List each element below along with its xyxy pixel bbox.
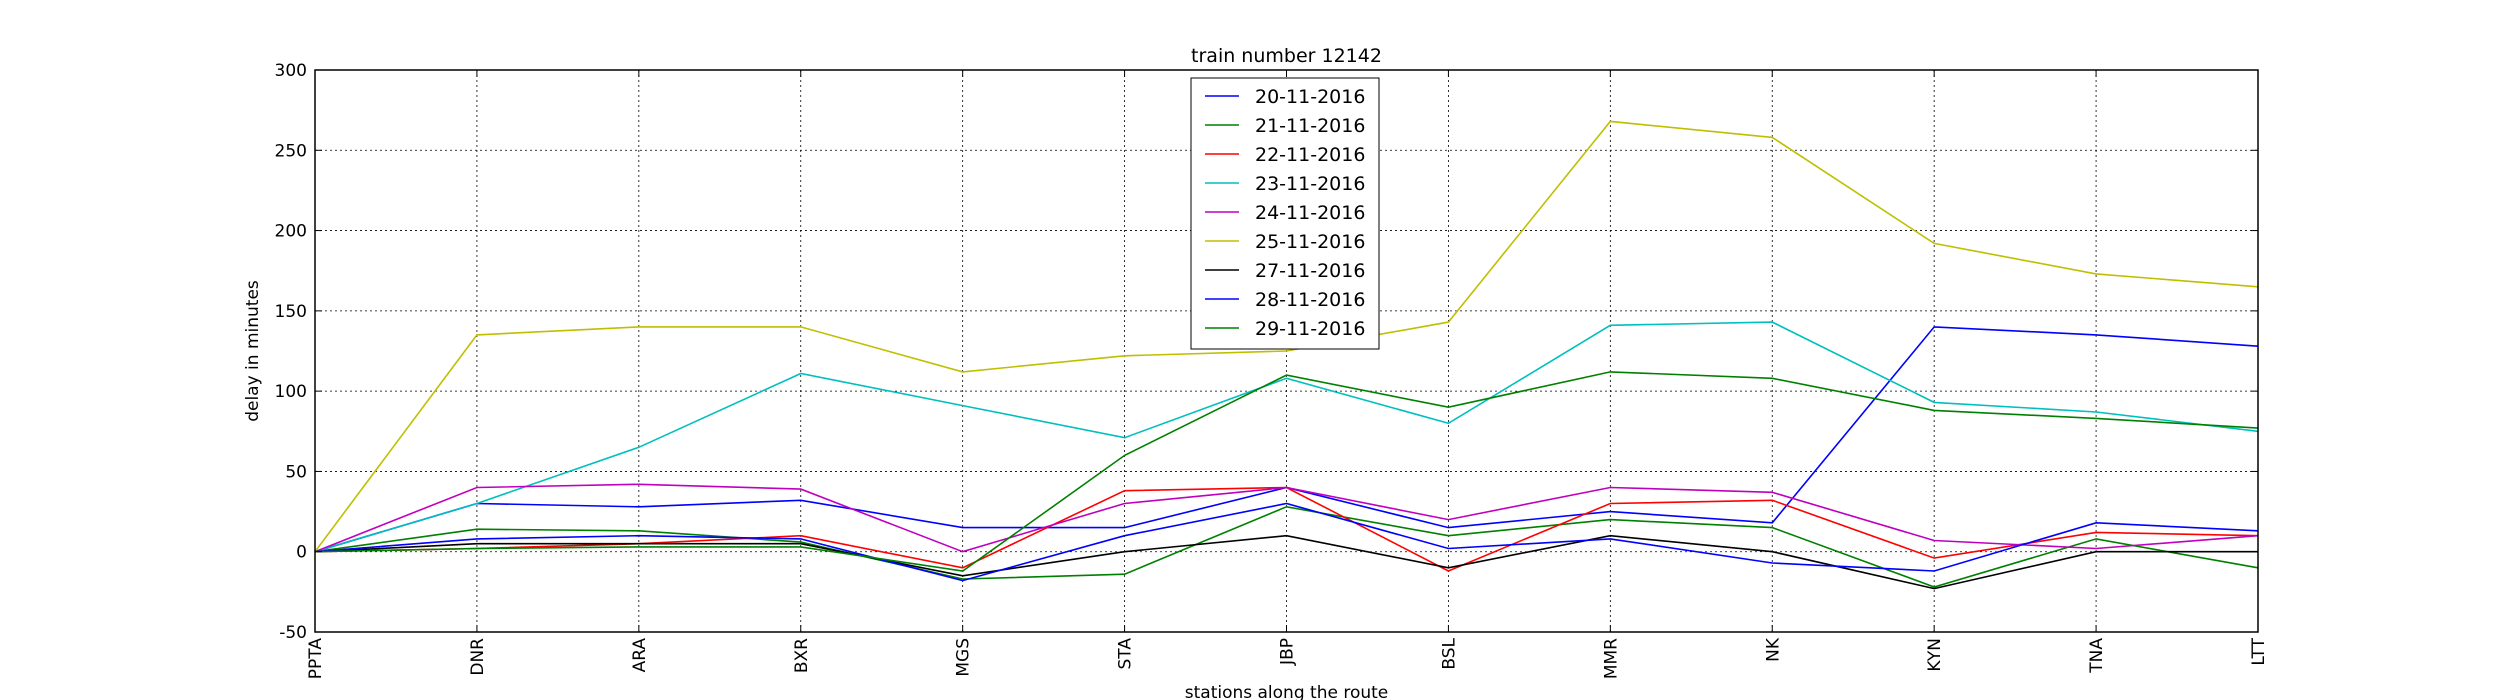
legend-label: 21-11-2016: [1255, 115, 1365, 137]
y-tick-label: 250: [275, 141, 307, 161]
x-tick-label: DNR: [468, 638, 488, 676]
x-tick-label: BSL: [1439, 637, 1459, 669]
y-tick-label: 0: [296, 543, 307, 563]
legend-label: 20-11-2016: [1255, 86, 1365, 108]
x-tick-label: NK: [1763, 637, 1783, 662]
legend-label: 27-11-2016: [1255, 260, 1365, 282]
legend-label: 23-11-2016: [1255, 173, 1365, 195]
y-tick-label: 150: [275, 302, 307, 322]
x-tick-label: PPTA: [306, 638, 326, 680]
legend-label: 24-11-2016: [1255, 202, 1365, 224]
y-tick-label: 300: [275, 61, 307, 81]
x-tick-label: ARA: [630, 638, 650, 673]
x-tick-label: LTT: [2249, 637, 2269, 665]
x-tick-label: JBP: [1278, 638, 1298, 666]
y-tick-label: -50: [279, 623, 307, 643]
x-tick-label: MMR: [1601, 638, 1621, 679]
y-tick-label: 100: [275, 382, 307, 402]
x-axis-label: stations along the route: [1185, 683, 1389, 700]
y-axis-label: delay in minutes: [243, 280, 263, 422]
chart-title: train number 12142: [1191, 45, 1382, 67]
legend: 20-11-2016 21-11-2016 22-11-2016 23-11-2016…: [1191, 78, 1379, 349]
y-tick-label: 200: [275, 222, 307, 242]
legend-label: 28-11-2016: [1255, 289, 1365, 311]
legend-label: 22-11-2016: [1255, 144, 1365, 166]
legend-label: 25-11-2016: [1255, 231, 1365, 253]
legend-label: 29-11-2016: [1255, 318, 1365, 340]
x-tick-label: STA: [1116, 638, 1136, 670]
x-tick-label: BXR: [792, 638, 812, 673]
x-tick-label: TNA: [2087, 638, 2107, 674]
x-tick-label: KYN: [1925, 638, 1945, 672]
y-tick-label: 50: [285, 462, 307, 482]
x-tick-label: MGS: [954, 638, 974, 677]
